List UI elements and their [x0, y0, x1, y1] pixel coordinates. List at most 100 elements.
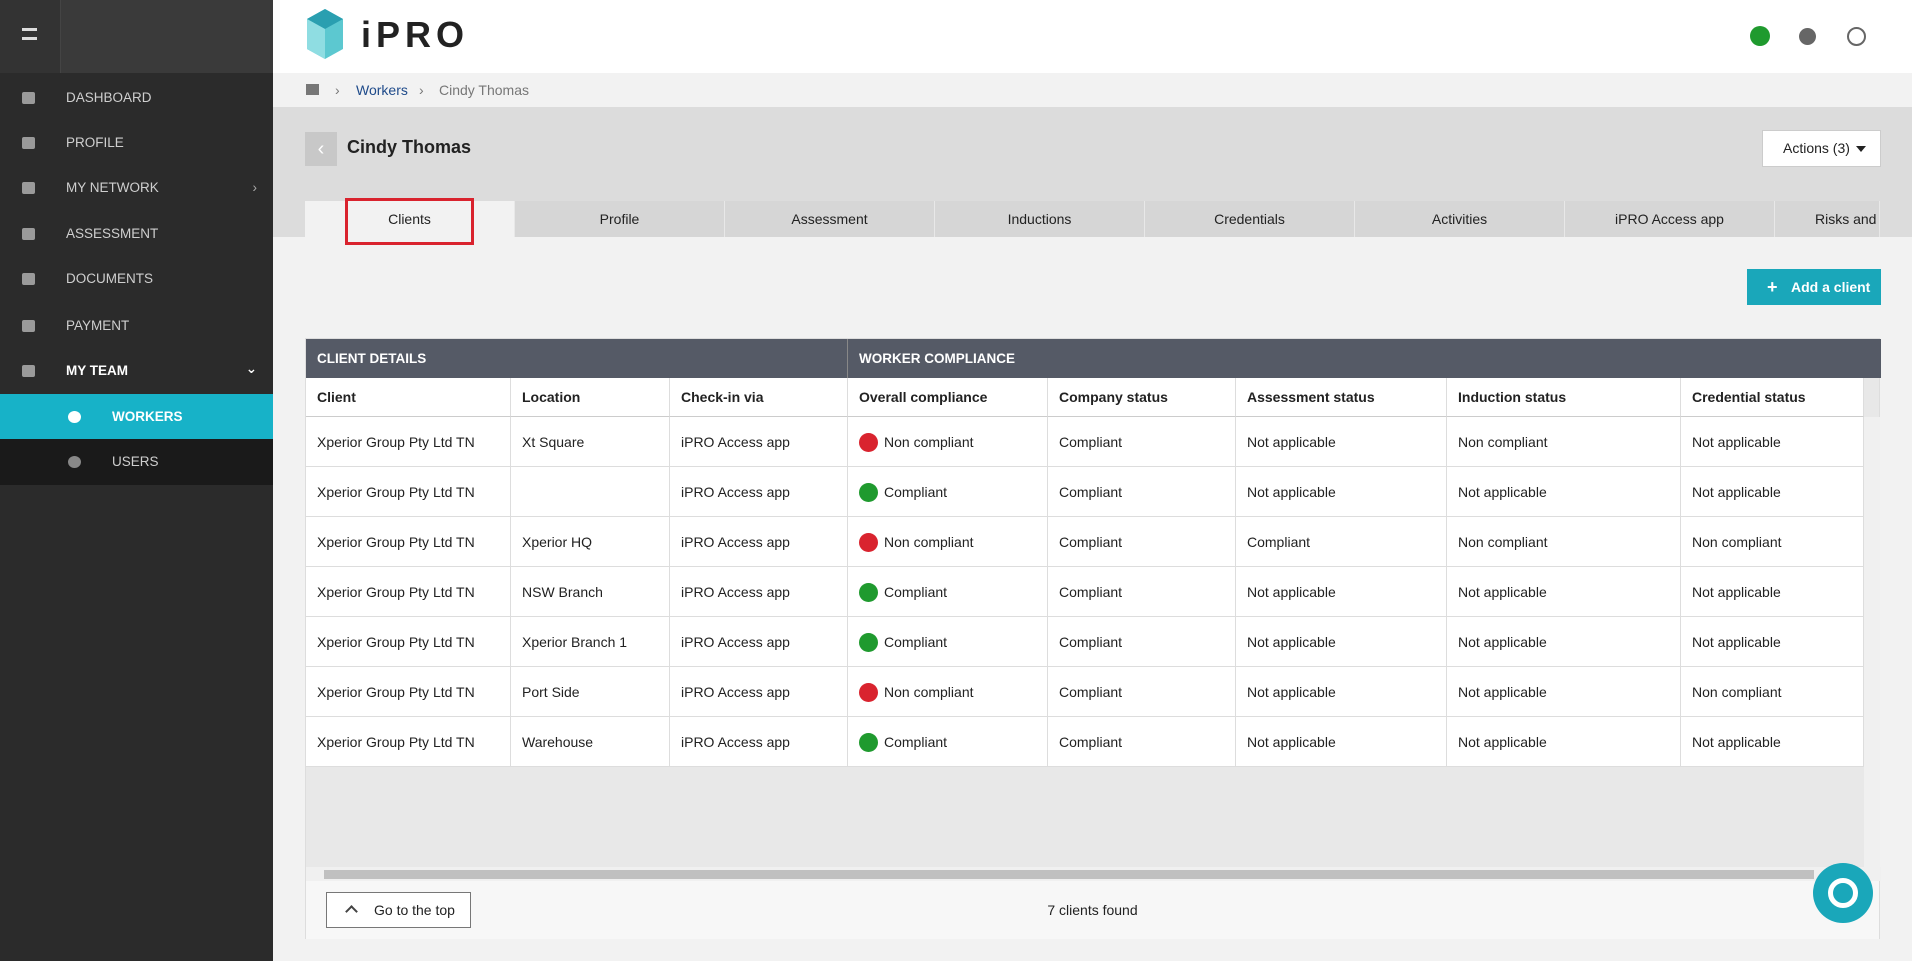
table-cell: Not applicable	[1447, 667, 1681, 717]
table-cell: iPRO Access app	[670, 417, 848, 467]
actions-label: Actions (3)	[1783, 140, 1850, 156]
nav-icon	[22, 92, 35, 104]
table-cell: Not applicable	[1236, 567, 1447, 617]
nav-item[interactable]: PAYMENT	[0, 303, 273, 349]
table-cell: Not applicable	[1681, 417, 1864, 467]
plus-icon: +	[1767, 269, 1778, 305]
nav-item[interactable]: MY TEAM ⌄	[0, 348, 273, 394]
breadcrumb-link[interactable]: Workers	[356, 73, 408, 107]
table-cell: Warehouse	[511, 717, 670, 767]
table-cell: Xperior Group Pty Ltd TN	[306, 667, 511, 717]
table-cell: Compliant	[848, 567, 1048, 617]
chevron: ⌄	[246, 346, 257, 392]
tab[interactable]: Credentials	[1145, 201, 1355, 237]
tab[interactable]: iPRO Access app	[1565, 201, 1775, 237]
nav-label: ASSESSMENT	[66, 226, 158, 241]
nav-icon	[68, 456, 81, 468]
nav-icon	[22, 365, 35, 377]
nav-icon	[22, 228, 35, 240]
table-cell: Compliant	[1048, 567, 1236, 617]
nav-icon	[22, 320, 35, 332]
shield-icon[interactable]	[1750, 26, 1770, 46]
caret	[1856, 146, 1866, 152]
nav-label: MY TEAM	[66, 363, 128, 378]
nav-icon	[22, 273, 35, 285]
lifebuoy-icon	[1828, 878, 1858, 908]
table-cell: Compliant	[848, 467, 1048, 517]
table-cell: Not applicable	[1236, 617, 1447, 667]
user-icon[interactable]	[1847, 27, 1866, 46]
nav-item[interactable]: ASSESSMENT	[0, 211, 273, 257]
column-header: Induction status	[1447, 378, 1681, 417]
separator: ›	[419, 73, 424, 107]
home-icon[interactable]	[306, 84, 319, 95]
group-header: WORKER COMPLIANCE	[848, 339, 1881, 378]
add-client-button[interactable]: + Add a client	[1747, 269, 1881, 305]
table-cell: Xperior Group Pty Ltd TN	[306, 517, 511, 567]
check-icon	[859, 483, 878, 502]
table-cell: Compliant	[848, 617, 1048, 667]
table-cell: Xperior Group Pty Ltd TN	[306, 417, 511, 467]
table-cell: Xperior Branch 1	[511, 617, 670, 667]
column-header: Credential status	[1681, 378, 1864, 417]
nav-label: DASHBOARD	[66, 90, 152, 105]
table: CLIENT DETAILSWORKER COMPLIANCEClientLoc…	[305, 338, 1880, 939]
result-count: 7 clients found	[306, 881, 1879, 939]
top-bar: iPRO	[273, 0, 1912, 73]
vertical-scrollbar	[1864, 417, 1880, 867]
nav-item[interactable]: PROFILE	[0, 120, 273, 166]
menu-toggle[interactable]	[0, 0, 61, 73]
nav-icon	[68, 411, 81, 423]
actions-button[interactable]: Actions (3)	[1762, 130, 1881, 167]
table-cell: iPRO Access app	[670, 617, 848, 667]
nav-item[interactable]: MY NETWORK›	[0, 165, 273, 211]
hamburger-icon	[22, 28, 37, 40]
tab[interactable]: Activities	[1355, 201, 1565, 237]
back-button[interactable]: ‹	[305, 132, 337, 166]
nav-label: PAYMENT	[66, 318, 129, 333]
table-cell: Not applicable	[1236, 467, 1447, 517]
table-cell: Port Side	[511, 667, 670, 717]
table-cell: Compliant	[1048, 717, 1236, 767]
nav-icon	[22, 137, 35, 149]
table-cell: Not applicable	[1447, 567, 1681, 617]
nav-label: USERS	[112, 454, 159, 469]
nav-item[interactable]: WORKERS	[0, 394, 273, 440]
table-cell: Not applicable	[1236, 667, 1447, 717]
help-icon[interactable]	[1799, 28, 1816, 45]
page-title: Cindy Thomas	[347, 137, 471, 158]
tab[interactable]: Risks and c	[1775, 201, 1880, 237]
nav-icon	[22, 182, 35, 194]
table-cell: Xperior HQ	[511, 517, 670, 567]
support-button[interactable]	[1813, 863, 1873, 923]
column-header: Assessment status	[1236, 378, 1447, 417]
table-cell: Xperior Group Pty Ltd TN	[306, 567, 511, 617]
nav-item[interactable]: DOCUMENTS	[0, 256, 273, 302]
table-cell: Not applicable	[1447, 617, 1681, 667]
table-footer: Go to the top7 clients found	[306, 881, 1879, 939]
tab[interactable]: Assessment	[725, 201, 935, 237]
sidebar-top	[0, 0, 273, 73]
table-cell: Not applicable	[1681, 467, 1864, 517]
nav-item[interactable]: USERS	[0, 439, 273, 485]
table-cell: Not applicable	[1236, 717, 1447, 767]
tab[interactable]: Inductions	[935, 201, 1145, 237]
table-cell: Xperior Group Pty Ltd TN	[306, 467, 511, 517]
error-icon	[859, 683, 878, 702]
active-tab-highlight	[345, 198, 474, 245]
chevron: ›	[253, 165, 258, 211]
column-header: Location	[511, 378, 670, 417]
table-cell: Non compliant	[1681, 517, 1864, 567]
tab[interactable]: Profile	[515, 201, 725, 237]
group-header: CLIENT DETAILS	[306, 339, 848, 378]
table-cell: Compliant	[1048, 467, 1236, 517]
table-cell: Not applicable	[1447, 467, 1681, 517]
check-icon	[859, 733, 878, 752]
table-cell: Compliant	[1048, 417, 1236, 467]
table-cell: Not applicable	[1681, 567, 1864, 617]
add-client-label: Add a client	[1791, 279, 1870, 295]
error-icon	[859, 533, 878, 552]
nav-item[interactable]: DASHBOARD	[0, 75, 273, 121]
table-cell: iPRO Access app	[670, 717, 848, 767]
table-cell: NSW Branch	[511, 567, 670, 617]
